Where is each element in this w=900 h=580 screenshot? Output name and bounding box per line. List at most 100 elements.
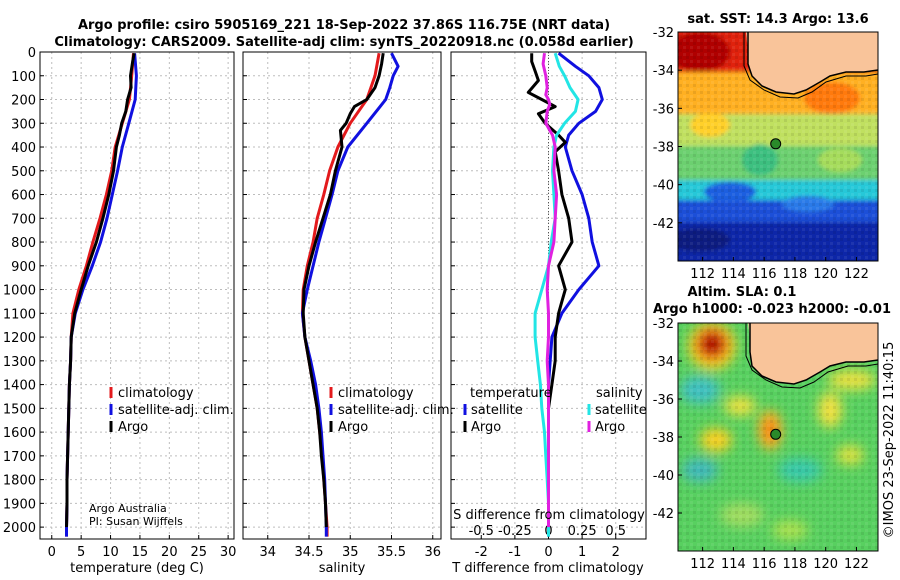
y-tick-label: 1100 [3, 307, 36, 322]
x-tick-label: 34 [259, 545, 276, 560]
legend-satellite-s-label: satellite [595, 403, 647, 418]
difference-axes-frame [450, 51, 647, 540]
map-x-tick-label: 112 [690, 557, 715, 572]
legend-argo-label: Argo [338, 420, 368, 435]
figure-title-line2: Climatology: CARS2009. Satellite-adj cli… [54, 35, 633, 50]
map-x-tick-label: 122 [844, 557, 869, 572]
map-x-tick-label: 120 [813, 267, 838, 282]
y-tick-label: 1400 [3, 379, 36, 394]
map-y-tick-label: -38 [653, 141, 674, 156]
y-tick-label: 1300 [3, 355, 36, 370]
sst-map-title: sat. SST: 14.3 Argo: 13.6 [687, 12, 868, 27]
temperature-panel: 0100200300400500600700800900100011001200… [3, 46, 236, 576]
y-tick-label: 500 [11, 165, 36, 180]
series-line-2 [65, 52, 136, 528]
map-y-tick-label: -32 [653, 26, 674, 41]
sst-isobath [743, 32, 878, 99]
x-tick-label: 0 [48, 545, 56, 560]
map-x-tick-label: 112 [690, 267, 715, 282]
x-tick-label: 10 [102, 545, 119, 560]
x-tick-label: 35.5 [377, 545, 406, 560]
legend-climatology-label: climatology [118, 386, 194, 401]
salinity-panel: 34 34.5 35 35.5 36 salinity climatology sate… [242, 51, 454, 576]
x-tick-label: 34.5 [295, 545, 324, 560]
legend-satellite-t-label: satellite [471, 403, 523, 418]
map-y-tick-label: -34 [653, 64, 674, 79]
y-tick-label: 100 [11, 70, 36, 85]
map-y-tick-label: -36 [653, 102, 674, 117]
x-tick-label: 25 [190, 545, 207, 560]
sla-map-title-line2: Argo h1000: -0.023 h2000: -0.01 [653, 302, 891, 317]
y-tick-label: 200 [11, 94, 36, 109]
salinity-legend: climatology satellite-adj. clim. Argo [329, 386, 454, 435]
temperature-x-label: temperature (deg C) [70, 561, 204, 576]
salinity-axes-frame [242, 51, 442, 540]
y-tick-label: 1900 [3, 497, 36, 512]
map-y-tick-label: -42 [653, 507, 674, 522]
series-line-3 [541, 53, 559, 528]
legend-climatology-label: climatology [338, 386, 414, 401]
credit-line1: Argo Australia [89, 502, 167, 515]
salinity-x-label: salinity [319, 561, 366, 576]
difference-legend: temperature satellite Argo salinity sate… [463, 386, 647, 435]
sla-isobath [745, 323, 878, 389]
x-tick-label: 1 [578, 545, 586, 560]
sst-coastline [747, 32, 878, 95]
y-tick-label: 1600 [3, 426, 36, 441]
sla-land-mask [748, 323, 878, 384]
map-x-tick-label: 118 [783, 267, 808, 282]
temperature-legend: climatology satellite-adj. clim. Argo [109, 386, 234, 435]
map-x-tick-label: 120 [813, 557, 838, 572]
y-tick-label: 800 [11, 236, 36, 251]
x-tick-label: 20 [161, 545, 178, 560]
map-x-tick-label: 118 [783, 557, 808, 572]
y-tick-label: 1700 [3, 450, 36, 465]
map-x-tick-label: 114 [721, 267, 746, 282]
y-tick-label: 700 [11, 212, 36, 227]
salinity-diff-tick-label: -0.25 [498, 524, 532, 539]
salinity-diff-tick-label: -0.5 [469, 524, 494, 539]
sla-map-title-line1: Altim. SLA: 0.1 [688, 285, 797, 300]
map-y-tick-label: -32 [653, 317, 674, 332]
difference-panel: -2 -1 0 1 2-0.5 -0.25 0 0.25 0.5 T difference fr… [450, 51, 647, 576]
x-tick-label: -2 [475, 545, 488, 560]
series-line-2 [301, 52, 385, 528]
map-y-tick-label: -36 [653, 393, 674, 408]
figure-title-line1: Argo profile: csiro 5905169_221 18-Sep-2… [78, 18, 610, 33]
y-tick-label: 2000 [3, 521, 36, 536]
y-tick-label: 1800 [3, 474, 36, 489]
legend-salinity-title: salinity [596, 386, 643, 401]
credit-line2: PI: Susan Wijffels [89, 515, 183, 528]
legend-argo-label: Argo [118, 420, 148, 435]
map-y-tick-label: -34 [653, 355, 674, 370]
map-x-tick-label: 116 [752, 557, 777, 572]
legend-satellite-label: satellite-adj. clim. [338, 403, 454, 418]
temperature-axes-frame [39, 51, 235, 540]
sst-argo-float-marker [770, 138, 782, 150]
series-line-2 [533, 52, 580, 537]
series-line-1 [526, 53, 574, 528]
y-tick-label: 300 [11, 117, 36, 132]
y-tick-label: 600 [11, 189, 36, 204]
imos-timestamp: ©IMOS 23-Sep-2022 11:40:15 [882, 342, 897, 539]
sst-field [678, 32, 878, 261]
y-tick-label: 400 [11, 141, 36, 156]
salinity-difference-label: S difference from climatology [453, 508, 645, 523]
map-x-tick-label: 116 [752, 267, 777, 282]
series-line-0 [65, 53, 135, 537]
salinity-diff-tick-label: 0.5 [605, 524, 626, 539]
map-x-tick-label: 114 [721, 557, 746, 572]
y-tick-label: 900 [11, 260, 36, 275]
sla-argo-float-marker [770, 428, 782, 440]
legend-argo-s-label: Argo [595, 420, 625, 435]
x-tick-label: 0 [544, 545, 552, 560]
map-y-tick-label: -40 [653, 179, 674, 194]
sla-map-panel: Altim. SLA: 0.1 Argo h1000: -0.023 h2000… [653, 285, 891, 572]
map-y-tick-label: -40 [653, 469, 674, 484]
map-x-tick-label: 122 [844, 267, 869, 282]
x-tick-label: 35 [342, 545, 359, 560]
sst-map-panel: sat. SST: 14.3 Argo: 13.6 [653, 12, 879, 282]
sla-field [678, 323, 878, 551]
x-tick-label: 15 [132, 545, 149, 560]
